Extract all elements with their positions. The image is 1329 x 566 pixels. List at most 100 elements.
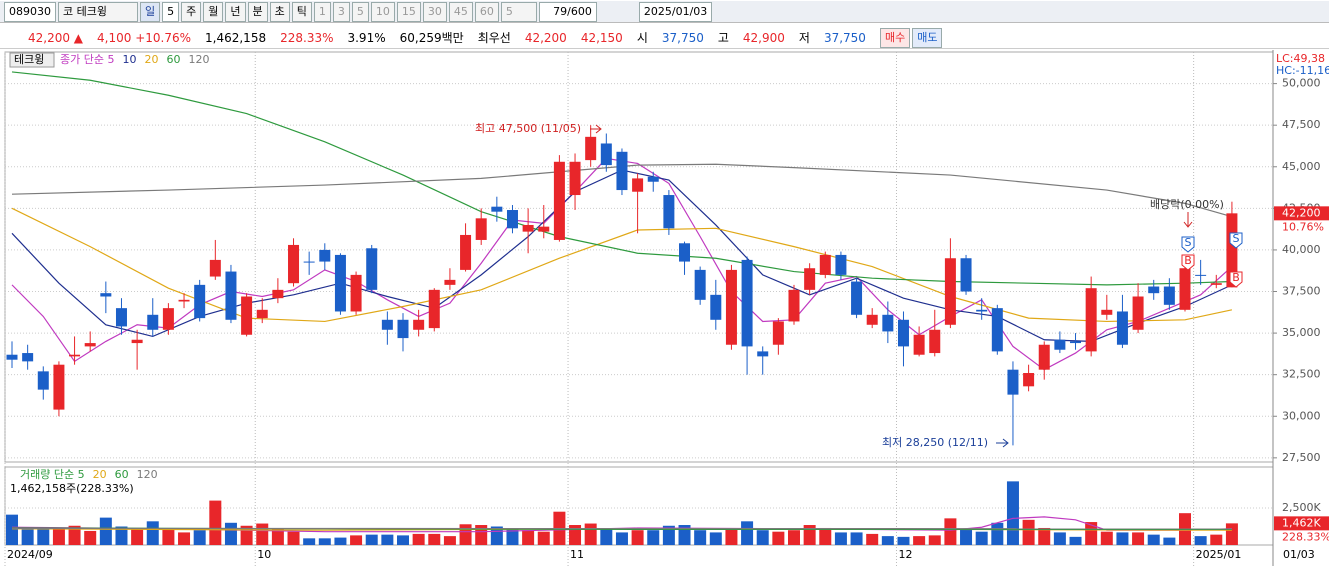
volume-bar — [37, 529, 50, 545]
volume-bar — [647, 530, 660, 545]
candle-body — [866, 314, 878, 325]
candle-body — [1116, 311, 1128, 345]
volume-bar — [960, 529, 973, 545]
quote-bar: 42,200 ▲ 4,100 +10.76% 1,462,158 228.33%… — [0, 27, 1329, 49]
volume-bar — [412, 533, 425, 545]
candle-body — [491, 206, 503, 212]
toolbar-button[interactable]: 45 — [448, 1, 473, 22]
volume-bar — [287, 531, 300, 545]
y-tick-label: 2,500K — [1282, 501, 1321, 514]
legend-entry: 거래량 단순 5 — [20, 468, 85, 481]
toolbar-button[interactable]: 30 — [422, 1, 447, 22]
candle-body — [647, 176, 659, 182]
buy-button[interactable]: 매수 — [879, 27, 911, 48]
volume-bar — [178, 532, 191, 545]
candle-body — [413, 319, 425, 330]
candle-body — [694, 269, 706, 300]
candle-body — [757, 351, 769, 357]
volume-bar — [365, 534, 378, 545]
volume-bar — [1022, 519, 1035, 545]
candle-body — [147, 314, 159, 330]
high-annotation: 최고 47,500 (11/05) — [475, 122, 581, 135]
candle-body — [178, 299, 190, 302]
candle-body — [241, 296, 253, 335]
candle-body — [1038, 344, 1050, 370]
toolbar-button[interactable]: 10 — [370, 1, 395, 22]
low: 37,750 — [823, 30, 866, 45]
name-box[interactable]: 코 테크윙 — [58, 1, 138, 22]
price-panel — [4, 51, 1274, 463]
candle-body — [334, 254, 346, 312]
volume-bar — [615, 532, 628, 545]
volume-bar — [318, 538, 331, 545]
volume-bar — [975, 531, 988, 545]
x-tick-label: 11 — [570, 548, 584, 561]
low-label: 저 — [798, 31, 810, 45]
period-button[interactable]: 일 — [140, 1, 161, 22]
code-box[interactable]: 089030 — [4, 1, 56, 22]
volume-bar — [991, 522, 1004, 545]
volume-bar — [709, 532, 722, 545]
toolbar-button[interactable]: 년 — [225, 1, 246, 22]
candle-body — [569, 161, 581, 196]
candle-body — [725, 269, 737, 345]
toolbar-button[interactable]: 3 — [332, 1, 350, 22]
volume-bar — [428, 533, 441, 545]
ask: 42,200 — [524, 30, 567, 45]
moving-average — [11, 163, 1233, 218]
candle-body — [1226, 213, 1238, 288]
candle-body — [1148, 286, 1160, 294]
toolbar-button[interactable]: 1 — [313, 1, 331, 22]
volume-tag-pct: 228.33% — [1282, 530, 1329, 543]
candle-body — [944, 258, 956, 325]
candle-body — [1101, 309, 1113, 315]
volume-bar — [115, 526, 128, 545]
period-number[interactable]: 5 — [162, 1, 180, 22]
candle-body — [131, 339, 143, 344]
toolbar-button[interactable]: 60 — [474, 1, 499, 22]
date-box[interactable]: 2025/01/03 — [638, 1, 713, 22]
signal-label: S — [1233, 232, 1240, 245]
volume-bar — [397, 535, 409, 545]
sell-button[interactable]: 매도 — [912, 27, 943, 48]
y-tick-label: 32,500 — [1282, 368, 1321, 381]
toolbar-button[interactable]: 주 — [181, 1, 202, 22]
volume-bar — [1085, 522, 1098, 545]
candle-body — [1163, 286, 1175, 305]
volume-bar — [350, 535, 363, 545]
best-label: 최우선 — [477, 31, 511, 45]
toolbar-button[interactable]: 5 — [351, 1, 369, 22]
candle-body — [851, 281, 863, 315]
high: 42,900 — [742, 30, 785, 45]
volume-bar — [756, 530, 769, 545]
interval-select[interactable]: 5 — [500, 1, 537, 22]
legend-entry: 종가 단순 5 — [60, 53, 114, 66]
toolbar-button[interactable]: 월 — [203, 1, 224, 22]
volume-bar — [334, 537, 347, 545]
candle-body — [22, 353, 34, 362]
price-tag-pct: 10.76% — [1282, 220, 1324, 233]
toolbar-button[interactable]: 틱 — [291, 1, 312, 22]
toolbar-button[interactable]: 초 — [269, 1, 290, 22]
volume-bar — [224, 522, 237, 545]
count-box[interactable]: 79/600 — [538, 1, 597, 22]
candle-body — [522, 224, 534, 232]
candle-body — [69, 354, 81, 357]
candle-body — [272, 289, 284, 299]
volume-bar — [584, 523, 597, 545]
toolbar-button[interactable]: 15 — [396, 1, 421, 22]
signal-marker — [1229, 232, 1243, 249]
candle-body — [1070, 341, 1082, 344]
toolbar-button[interactable]: 분 — [247, 1, 268, 22]
signal-label: B — [1232, 271, 1240, 284]
candle-body — [256, 309, 268, 319]
y-tick-label: 37,500 — [1282, 285, 1321, 298]
volume-bar — [1225, 523, 1238, 545]
signal-label: B — [1184, 254, 1192, 267]
candle-body — [553, 161, 565, 240]
open-label: 시 — [636, 31, 648, 45]
volume-bar — [1100, 531, 1113, 545]
legend-entry: 60 — [166, 53, 180, 66]
volume-bar — [1132, 532, 1145, 545]
candle-body — [1085, 288, 1097, 352]
